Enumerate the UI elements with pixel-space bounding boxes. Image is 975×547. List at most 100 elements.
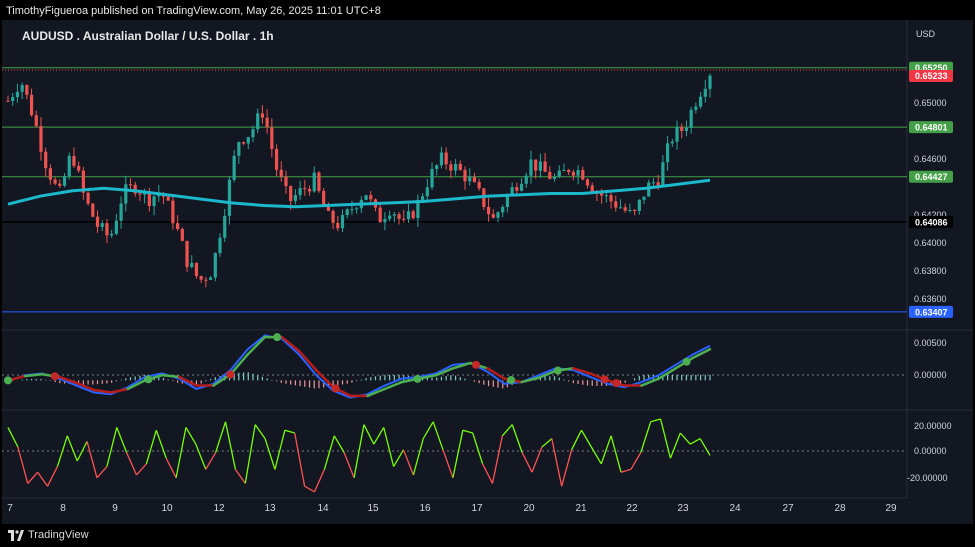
oscillator-segment <box>195 443 207 470</box>
candle-body <box>364 195 368 200</box>
signal-line-segment <box>58 375 78 385</box>
chart-svg[interactable]: USD 0.65000 0.64600 0.64200 0.64000 0.63… <box>2 20 973 524</box>
signal-line-segment <box>417 373 438 380</box>
candle-body <box>312 172 316 192</box>
signal-line-segment <box>691 348 712 360</box>
oscillator-segment <box>689 438 701 445</box>
candle-body <box>515 187 519 191</box>
candle-body <box>95 216 100 227</box>
signal-line-segment <box>366 387 386 398</box>
oscillator-segment <box>491 435 504 484</box>
oscillator-segment <box>472 432 484 464</box>
macd-tick: 0.00500 <box>914 338 947 348</box>
candle-body <box>449 164 453 171</box>
osc-tick: 20.00000 <box>914 421 952 431</box>
candle-body <box>477 181 481 189</box>
signal-line-segment <box>451 361 472 370</box>
signal-line-segment <box>486 367 506 380</box>
oscillator-segment <box>343 452 355 479</box>
candle-body <box>576 170 580 176</box>
price-level-badge <box>909 305 953 318</box>
oscillator-segment <box>7 427 19 448</box>
candle-body <box>524 175 528 184</box>
oscillator-segment <box>86 441 98 478</box>
candle-body <box>388 215 392 219</box>
candle-body <box>34 115 38 126</box>
chart-panel[interactable]: USD 0.65000 0.64600 0.64200 0.64000 0.63… <box>2 20 973 524</box>
candle-body <box>293 195 297 201</box>
candle-body <box>81 170 85 193</box>
oscillator-segment <box>620 468 632 473</box>
candle-body <box>614 201 618 208</box>
candle-body <box>284 176 288 187</box>
candle-body <box>628 210 632 212</box>
time-tick: 17 <box>471 503 483 514</box>
candle-body <box>39 125 43 152</box>
candle-body <box>642 196 646 200</box>
candle-body <box>444 152 448 165</box>
osc-tick: -20.00000 <box>907 473 948 483</box>
candle-body <box>633 210 637 212</box>
time-tick: 23 <box>677 503 689 514</box>
signal-line-segment <box>297 349 318 372</box>
price-level-label: 0.64801 <box>915 123 948 133</box>
oscillator-segment <box>402 449 414 476</box>
signal-line-segment <box>657 367 678 380</box>
candle-body <box>91 203 95 217</box>
candle-body <box>698 96 703 107</box>
time-tick: 15 <box>367 503 379 514</box>
oscillator-segment <box>699 438 711 456</box>
candle-body <box>392 214 396 216</box>
candle-body <box>6 100 10 102</box>
candle-body <box>534 159 538 171</box>
oscillator-segment <box>422 421 434 439</box>
candle-body <box>138 193 142 195</box>
candle-body <box>406 211 411 220</box>
last-price-badge: 0.65233 <box>909 69 953 82</box>
price-tick: 0.63800 <box>914 266 947 276</box>
price-level-label: 0.63407 <box>915 307 948 317</box>
candle-body <box>265 117 269 128</box>
chart-background <box>2 20 973 524</box>
oscillator-segment <box>323 435 335 470</box>
oscillator-segment <box>462 429 473 434</box>
candle-body <box>340 215 345 229</box>
candle-body <box>472 176 477 182</box>
last-price-badge-bg <box>909 69 953 82</box>
candle-body <box>213 253 217 278</box>
signal-line-segment <box>640 377 660 387</box>
tradingview-logo[interactable]: TradingView <box>8 529 89 541</box>
oscillator-segment <box>363 424 375 445</box>
candle-body <box>307 189 312 192</box>
oscillator-segment <box>600 435 612 465</box>
candle-body <box>100 223 104 227</box>
oscillator-segment <box>610 435 622 473</box>
candle-body <box>411 211 415 219</box>
signal-cross-marker <box>553 366 562 375</box>
time-tick: 9 <box>112 503 118 514</box>
price-level-label: 0.65250 <box>915 63 948 73</box>
candle-body <box>208 277 213 280</box>
oscillator-segment <box>561 449 573 487</box>
candle-body <box>180 228 184 241</box>
oscillator-segment <box>304 485 315 493</box>
signal-line-segment <box>280 335 301 353</box>
candle-body <box>86 192 90 204</box>
publish-info: TimothyFigueroa published on TradingView… <box>6 5 381 17</box>
candle-body <box>562 170 566 172</box>
macd-tick: 0.00000 <box>914 370 947 380</box>
candle-body <box>548 171 552 179</box>
candle-body <box>326 206 330 211</box>
candle-body <box>194 262 199 277</box>
signal-line-segment <box>314 368 335 389</box>
candle-body <box>345 209 349 216</box>
oscillator-segment <box>46 466 59 487</box>
candle-body <box>119 203 123 221</box>
candle-body <box>105 223 109 236</box>
candle-body <box>322 190 326 207</box>
oscillator-segment <box>521 452 533 473</box>
candle-body <box>425 187 429 197</box>
candle-body <box>303 188 307 190</box>
signal-cross-marker <box>682 357 691 366</box>
